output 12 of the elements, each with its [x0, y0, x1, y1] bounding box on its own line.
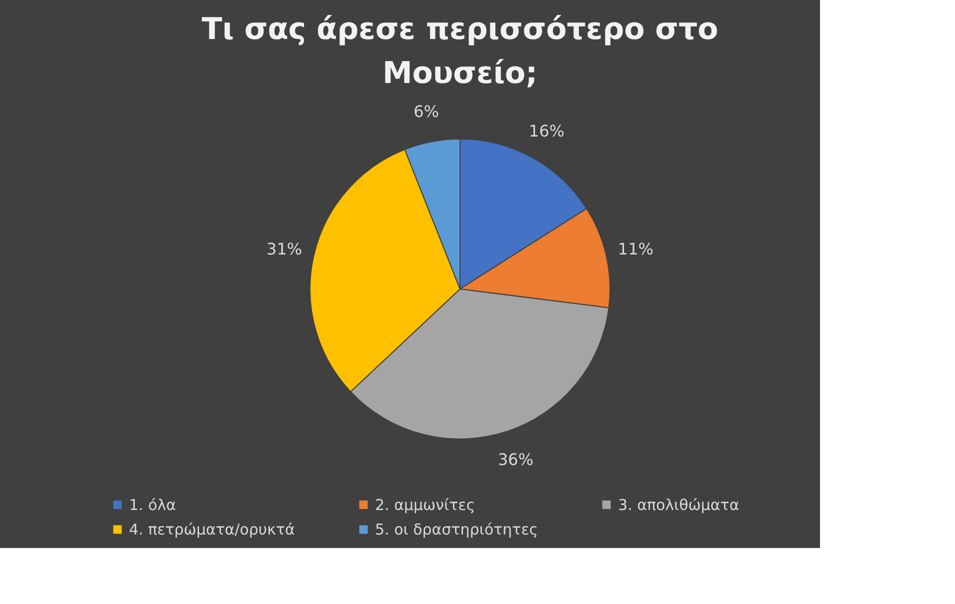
data-label: 16%: [528, 121, 564, 140]
text: Μουσείο;: [382, 56, 538, 91]
legend-label: 2. αμμωνίτες: [375, 496, 476, 514]
legend-label: 1. όλα: [129, 496, 176, 514]
legend-label: 3. απολιθώματα: [618, 496, 740, 514]
data-label: 36%: [498, 450, 534, 470]
legend-label: 5. οι δραστηριότητες: [375, 520, 538, 538]
text: Τι σας άρεσε περισσότερο στο: [202, 12, 718, 47]
data-label: 11%: [618, 240, 654, 259]
data-label: 31%: [266, 240, 302, 259]
legend-label: 4. πετρώματα/ορυκτά: [129, 520, 295, 538]
data-label: 6%: [414, 102, 439, 122]
